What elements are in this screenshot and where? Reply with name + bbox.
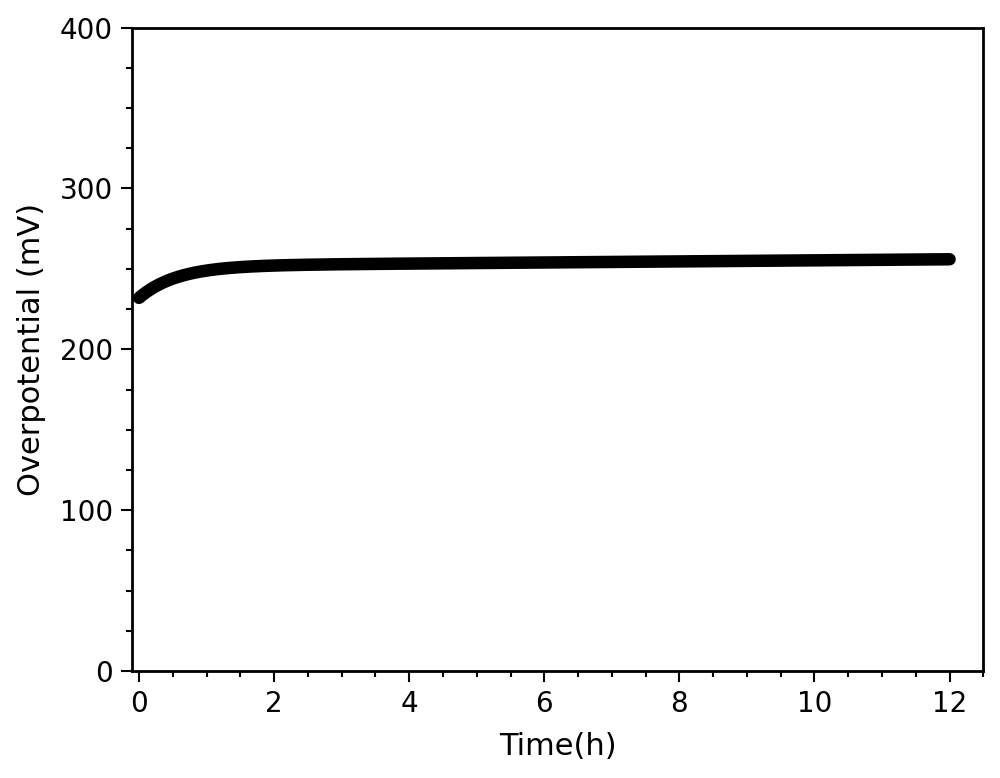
X-axis label: Time(h): Time(h): [499, 732, 617, 762]
Y-axis label: Overpotential (mV): Overpotential (mV): [17, 203, 46, 496]
